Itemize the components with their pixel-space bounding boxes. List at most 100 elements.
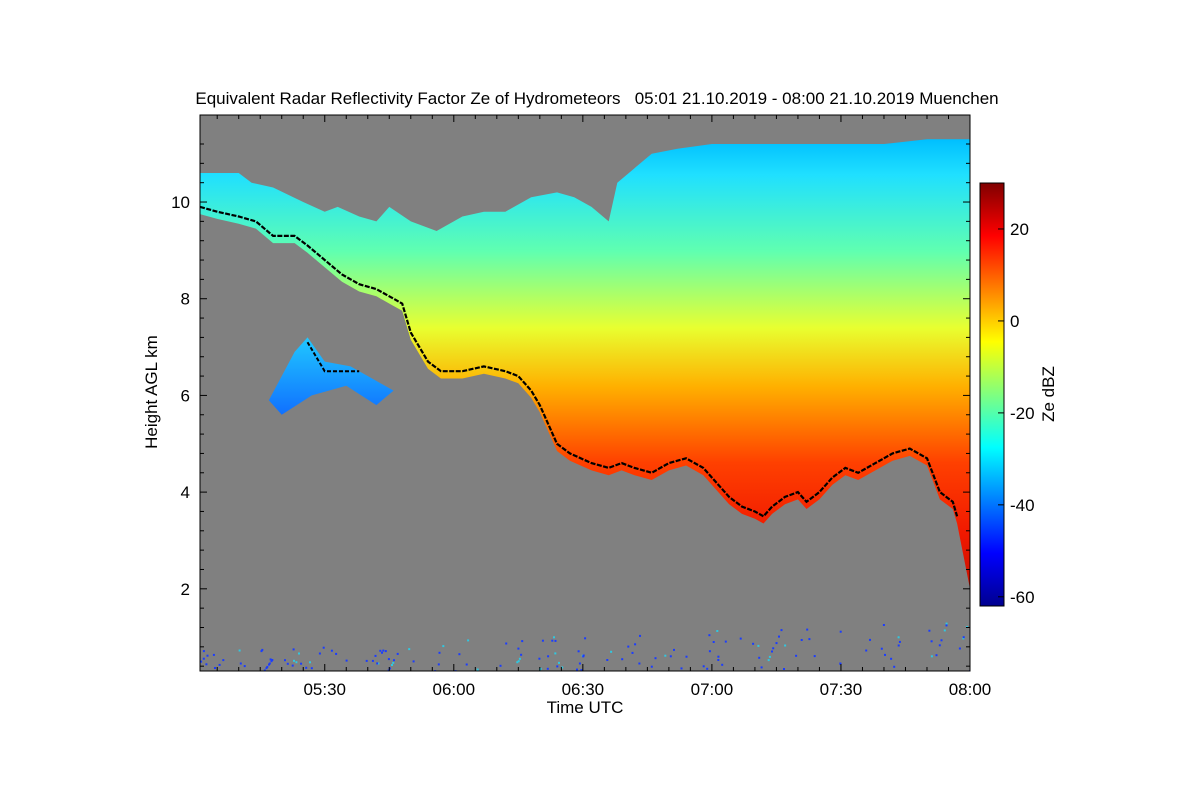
noise-pixel xyxy=(222,659,225,662)
noise-pixel xyxy=(271,659,274,661)
y-axis: 2 4 6 8 10 xyxy=(171,143,970,667)
noise-pixel xyxy=(758,656,761,659)
noise-pixel xyxy=(476,668,479,671)
noise-pixel xyxy=(322,646,325,649)
noise-pixel xyxy=(839,630,842,633)
chart-title: Equivalent Radar Reflectivity Factor Ze … xyxy=(195,89,998,108)
noise-pixel xyxy=(839,662,842,665)
noise-pixel xyxy=(305,666,308,669)
noise-pixel xyxy=(268,662,271,665)
noise-pixel xyxy=(467,639,470,642)
y-axis-label: Height AGL km xyxy=(142,335,161,449)
noise-pixel xyxy=(610,650,613,653)
noise-pixel xyxy=(376,662,379,665)
noise-pixel xyxy=(561,666,564,669)
noise-pixel xyxy=(335,652,338,655)
noise-pixel xyxy=(554,652,557,655)
x-tick-label: 05:30 xyxy=(303,680,346,699)
x-tick-label: 06:00 xyxy=(433,680,476,699)
noise-pixel xyxy=(310,667,313,670)
noise-pixel xyxy=(377,662,380,665)
noise-pixel xyxy=(669,655,672,658)
noise-pixel xyxy=(293,659,295,662)
noise-pixel xyxy=(318,652,321,655)
noise-pixel xyxy=(260,650,263,653)
noise-pixel xyxy=(243,665,246,668)
noise-pixel xyxy=(392,661,395,664)
noise-pixel xyxy=(371,659,374,662)
noise-pixel xyxy=(897,636,900,639)
noise-pixel xyxy=(800,639,803,641)
noise-pixel xyxy=(962,636,965,639)
noise-pixel xyxy=(538,657,541,660)
noise-pixel xyxy=(300,662,303,665)
noise-pixel xyxy=(261,648,264,651)
noise-pixel xyxy=(214,667,216,669)
noise-pixel xyxy=(218,663,221,666)
noise-pixel xyxy=(393,659,395,662)
noise-pixel xyxy=(269,658,272,661)
noise-pixel xyxy=(621,658,624,661)
noise-pixel xyxy=(265,667,268,670)
noise-pixel xyxy=(760,666,763,669)
noise-pixel xyxy=(554,639,557,642)
noise-pixel xyxy=(639,634,641,637)
noise-pixel xyxy=(945,622,948,625)
noise-pixel xyxy=(291,664,294,667)
noise-pixel xyxy=(890,657,893,660)
colorbar-tick-label: -60 xyxy=(1010,588,1035,607)
noise-pixel xyxy=(516,661,519,664)
noise-pixel xyxy=(650,665,653,668)
x-tick-label: 08:00 xyxy=(949,680,992,699)
noise-pixel xyxy=(387,658,390,661)
noise-pixel xyxy=(784,644,787,647)
noise-pixel xyxy=(577,650,580,653)
noise-pixel xyxy=(578,662,581,665)
noise-pixel xyxy=(518,657,521,660)
noise-pixel xyxy=(202,650,205,653)
noise-pixel xyxy=(882,624,885,626)
noise-pixel xyxy=(212,653,215,656)
noise-pixel xyxy=(558,661,560,664)
noise-pixel xyxy=(551,639,554,642)
noise-pixel xyxy=(239,662,242,665)
noise-pixel xyxy=(374,654,377,657)
noise-pixel xyxy=(442,645,445,648)
noise-pixel xyxy=(778,635,780,638)
noise-pixel xyxy=(202,657,205,660)
noise-pixel xyxy=(388,667,391,670)
main-cloud-echo xyxy=(200,139,970,589)
colorbar-tick-label: -20 xyxy=(1010,404,1035,423)
colorbar-tick-label: 20 xyxy=(1010,220,1029,239)
colorbar-ticks: -60 -40 -20 0 20 xyxy=(998,220,1035,607)
noise-pixel xyxy=(295,661,298,664)
colorbar: -60 -40 -20 0 20 Ze dBZ xyxy=(979,182,1058,607)
noise-pixel xyxy=(935,654,938,657)
noise-pixel xyxy=(806,628,809,631)
noise-pixel xyxy=(739,637,742,640)
noise-pixel xyxy=(673,648,675,651)
noise-pixel xyxy=(943,629,946,632)
noise-pixel xyxy=(808,638,811,641)
noise-pixel xyxy=(465,663,468,666)
x-tick-label: 07:30 xyxy=(820,680,863,699)
noise-pixel xyxy=(721,663,724,666)
noise-pixel xyxy=(702,665,705,668)
noise-pixel xyxy=(286,662,289,665)
noise-pixel xyxy=(438,651,441,654)
cloud-base-line xyxy=(200,205,959,518)
noise-pixel xyxy=(724,640,727,643)
noise-pixel xyxy=(958,647,961,650)
noise-pixel xyxy=(517,647,520,650)
noise-pixel xyxy=(391,664,393,666)
noise-pixel xyxy=(284,659,286,662)
y-tick-label: 10 xyxy=(171,193,190,212)
noise-pixel xyxy=(546,667,549,670)
x-axis: 05:30 06:00 06:30 07:00 07:30 08:00 xyxy=(216,115,992,699)
noise-pixel xyxy=(865,649,868,652)
noise-pixel xyxy=(330,649,333,652)
colorbar-label: Ze dBZ xyxy=(1039,366,1058,422)
noise-pixel xyxy=(517,660,520,663)
noise-pixel xyxy=(768,655,771,658)
